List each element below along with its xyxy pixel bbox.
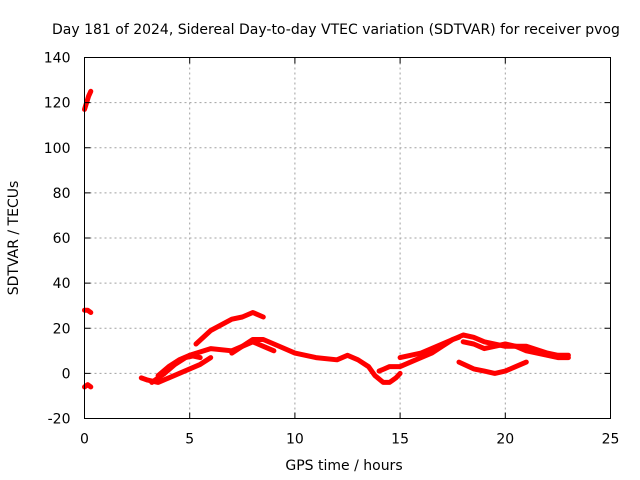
y-tick-label: 120 [44, 96, 71, 112]
series-layer [82, 88, 571, 390]
y-tick-label: 20 [53, 321, 71, 337]
ticks: 0 5 10 15 20 25 -20 0 20 40 60 80 100 120 140 [44, 51, 620, 448]
x-tick-label: 15 [391, 432, 409, 448]
y-axis-title: SDTVAR / TECUs [6, 181, 22, 296]
x-tick-label: 20 [496, 432, 514, 448]
series-line-early-high [82, 88, 94, 112]
y-tick-label: 40 [53, 276, 71, 292]
series-line-track-a [138, 355, 214, 385]
y-tick-label: 100 [44, 141, 71, 157]
y-tick-label: 140 [44, 51, 71, 67]
series-line-track-i [460, 339, 571, 361]
y-tick-label: 0 [62, 366, 71, 382]
x-tick-label: 5 [185, 432, 194, 448]
plot-frame [84, 57, 611, 419]
x-tick-label: 0 [80, 432, 89, 448]
x-axis-title: GPS time / hours [285, 458, 402, 474]
y-tick-label: 80 [53, 186, 71, 202]
x-tick-label: 10 [286, 432, 304, 448]
x-tick-label: 25 [602, 432, 620, 448]
series-line-track-d [193, 310, 266, 347]
series-line-track-f [229, 339, 277, 356]
y-tick-label: -20 [48, 412, 71, 428]
series-line-early-low [82, 382, 94, 390]
y-tick-label: 60 [53, 231, 71, 247]
series-line-track-e [187, 337, 403, 385]
grid [84, 57, 611, 419]
series-line-early-mid [82, 307, 94, 315]
chart-title: Day 181 of 2024, Sidereal Day-to-day VTE… [52, 22, 620, 38]
series-line-track-j [456, 359, 529, 376]
